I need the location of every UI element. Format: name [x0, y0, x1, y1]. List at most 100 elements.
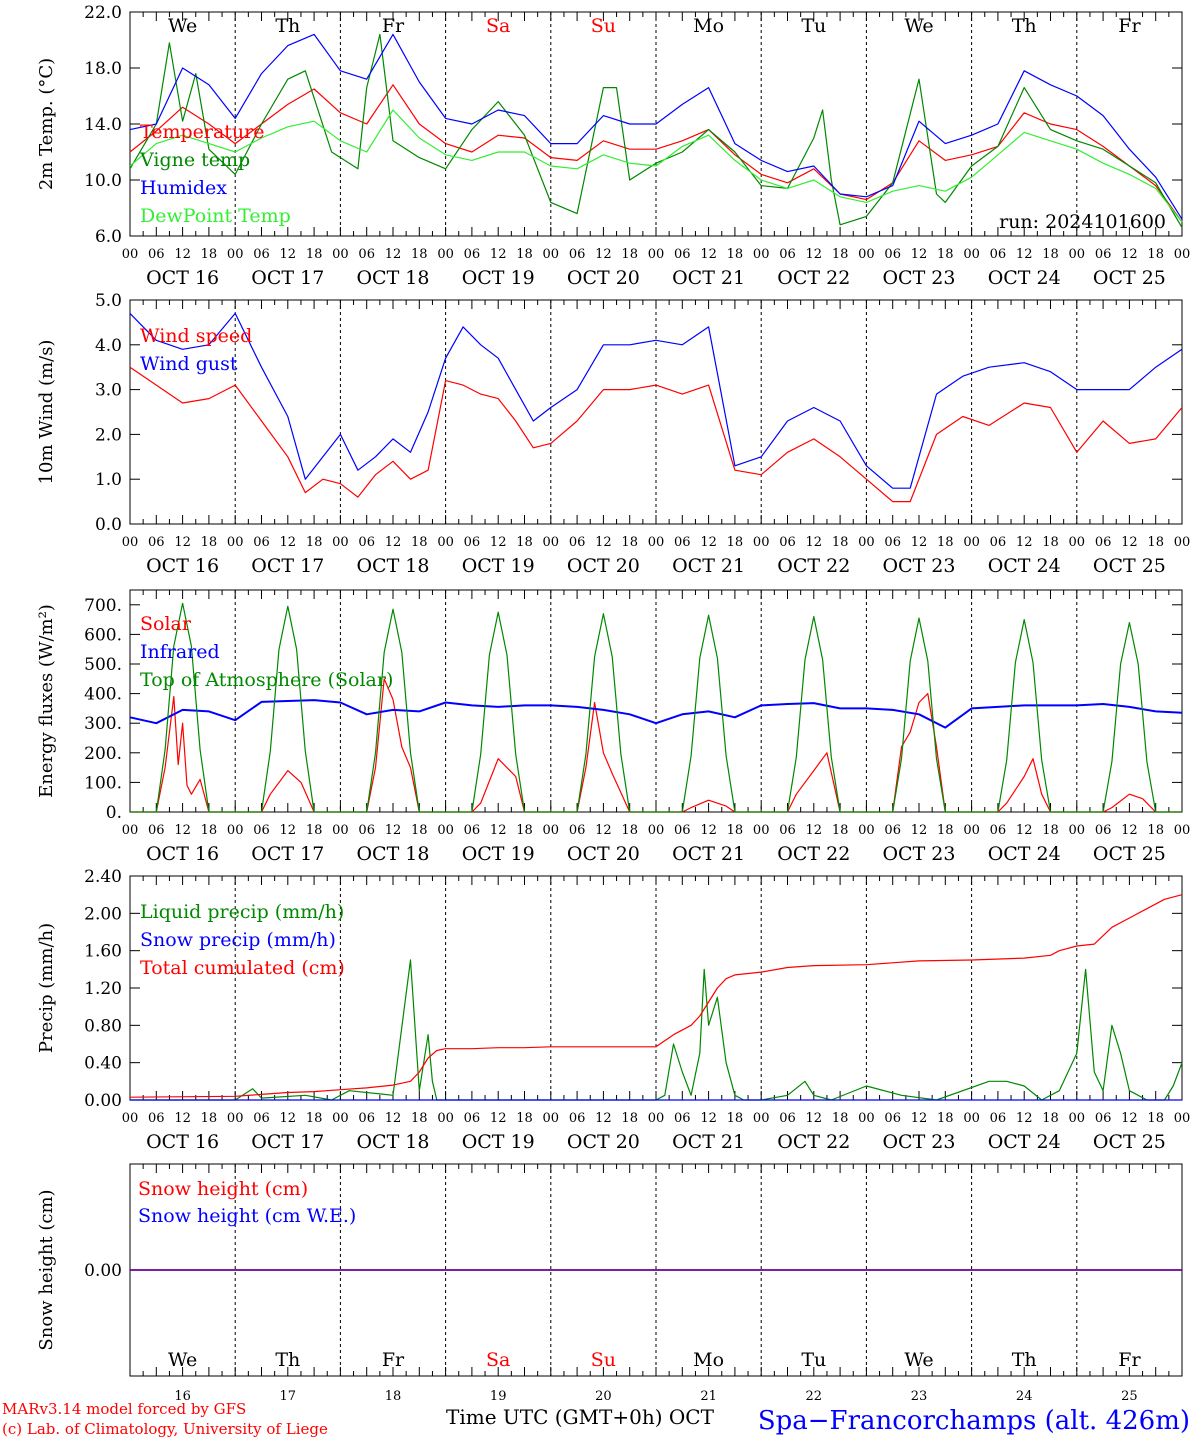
hour-tick-label: 12 — [806, 247, 823, 262]
day-name-label: Tu — [801, 1349, 826, 1371]
y-tick-label: 700. — [84, 596, 122, 616]
day-number-label: 18 — [385, 1389, 402, 1404]
hour-tick-label: 06 — [1095, 1111, 1112, 1126]
hour-tick-label: 18 — [832, 823, 849, 838]
hour-tick-label: 12 — [385, 535, 402, 550]
panel-2: 0.0 1.0 2.0 3.0 4.0 5.0 10m Wind (m/s) 00 06 12 18… — [36, 291, 1190, 577]
day-number-label: 22 — [806, 1389, 823, 1404]
day-name-label: Tu — [801, 15, 826, 37]
hour-tick-label: 06 — [464, 1111, 481, 1126]
hour-tick-label: 00 — [437, 823, 454, 838]
date-label: OCT 24 — [988, 1131, 1061, 1153]
y-tick-label: 2.00 — [84, 904, 122, 924]
hour-tick-label: 06 — [990, 535, 1007, 550]
hour-tick-label: 00 — [1069, 535, 1086, 550]
hour-tick-label: 00 — [122, 1111, 139, 1126]
hour-tick-label: 06 — [569, 823, 586, 838]
hour-tick-label: 00 — [753, 823, 770, 838]
day-name-label: Sa — [486, 1349, 510, 1371]
y-tick-label: 1.20 — [84, 979, 122, 999]
hour-tick-label: 06 — [253, 247, 270, 262]
hour-tick-label: 18 — [516, 535, 533, 550]
date-label: OCT 20 — [567, 843, 640, 865]
hour-tick-label: 06 — [464, 247, 481, 262]
hour-tick-label: 00 — [963, 535, 980, 550]
hour-tick-label: 12 — [1016, 247, 1033, 262]
date-label: OCT 25 — [1093, 555, 1166, 577]
hour-tick-label: 12 — [280, 823, 297, 838]
hour-tick-label: 00 — [1174, 823, 1191, 838]
y-tick-label: 2.0 — [95, 425, 122, 445]
legend-entry: DewPoint Temp — [140, 205, 291, 227]
hour-tick-label: 06 — [884, 823, 901, 838]
date-label: OCT 19 — [462, 267, 535, 289]
series-line — [129, 894, 1183, 1098]
date-label: OCT 19 — [462, 1131, 535, 1153]
day-name-label: Th — [275, 15, 300, 37]
y-tick-label: 200. — [84, 744, 122, 764]
date-label: OCT 23 — [882, 1131, 955, 1153]
hour-tick-label: 06 — [1095, 247, 1112, 262]
hour-tick-label: 18 — [1042, 247, 1059, 262]
hour-tick-label: 18 — [411, 1111, 428, 1126]
series-line — [129, 109, 1183, 223]
y-tick-label: 1.60 — [84, 942, 122, 962]
panel-1: 6.0 10.0 14.0 18.0 22.0 2m Temp. (°C) We Th Fr Sa… — [36, 3, 1190, 289]
hour-tick-label: 12 — [1016, 823, 1033, 838]
hour-tick-label: 12 — [174, 247, 191, 262]
date-label: OCT 23 — [882, 843, 955, 865]
hour-tick-label: 12 — [911, 1111, 928, 1126]
day-name-label: Sa — [486, 15, 510, 37]
legend-entry: Total cumulated (cm) — [140, 957, 345, 979]
hour-tick-label: 06 — [358, 823, 375, 838]
date-label: OCT 18 — [356, 843, 429, 865]
day-name-label: Th — [275, 1349, 300, 1371]
hour-tick-label: 12 — [174, 1111, 191, 1126]
hour-tick-label: 00 — [543, 823, 560, 838]
panel-3: 0. 100. 200. 300. 400. 500. 600. 700. Energy flu… — [36, 589, 1191, 865]
hour-tick-label: 12 — [174, 535, 191, 550]
hour-tick-label: 18 — [411, 823, 428, 838]
hour-tick-label: 06 — [990, 247, 1007, 262]
hour-tick-label: 18 — [306, 823, 323, 838]
date-label: OCT 16 — [146, 843, 219, 865]
hour-tick-label: 06 — [990, 823, 1007, 838]
hour-tick-label: 00 — [332, 535, 349, 550]
legend-entry: Snow height (cm) — [138, 1178, 308, 1200]
hour-tick-label: 18 — [516, 1111, 533, 1126]
hour-tick-label: 12 — [490, 247, 507, 262]
hour-tick-label: 12 — [280, 1111, 297, 1126]
hour-tick-label: 18 — [411, 247, 428, 262]
hour-tick-label: 18 — [727, 823, 744, 838]
plot-frame — [129, 299, 1183, 525]
date-label: OCT 22 — [777, 267, 850, 289]
hour-tick-label: 18 — [516, 823, 533, 838]
xaxis-title: Time UTC (GMT+0h) OCT — [446, 1405, 715, 1429]
hour-tick-label: 12 — [280, 535, 297, 550]
hour-tick-label: 06 — [674, 247, 691, 262]
legend-entry: Snow precip (mm/h) — [140, 929, 336, 951]
date-label: OCT 20 — [567, 555, 640, 577]
hour-tick-label: 00 — [437, 247, 454, 262]
hour-tick-label: 18 — [1147, 1111, 1164, 1126]
y-tick-label: 10.0 — [84, 171, 122, 191]
hour-tick-label: 06 — [1095, 535, 1112, 550]
series-line — [130, 678, 1182, 813]
hour-tick-label: 06 — [358, 1111, 375, 1126]
date-label: OCT 21 — [672, 555, 745, 577]
hour-tick-label: 00 — [753, 1111, 770, 1126]
y-tick-label: 100. — [84, 773, 122, 793]
y-axis-label: Snow height (cm) — [36, 1189, 57, 1350]
hour-tick-label: 12 — [595, 535, 612, 550]
hour-tick-label: 12 — [1016, 535, 1033, 550]
y-tick-label: 2.40 — [84, 867, 122, 887]
hour-tick-label: 18 — [516, 247, 533, 262]
legend-entry: Solar — [140, 613, 192, 635]
hour-tick-label: 12 — [490, 1111, 507, 1126]
y-tick-label: 0. — [106, 803, 122, 823]
date-label: OCT 23 — [882, 267, 955, 289]
date-label: OCT 16 — [146, 1131, 219, 1153]
date-label: OCT 20 — [567, 267, 640, 289]
date-label: OCT 25 — [1093, 267, 1166, 289]
hour-tick-label: 12 — [700, 535, 717, 550]
